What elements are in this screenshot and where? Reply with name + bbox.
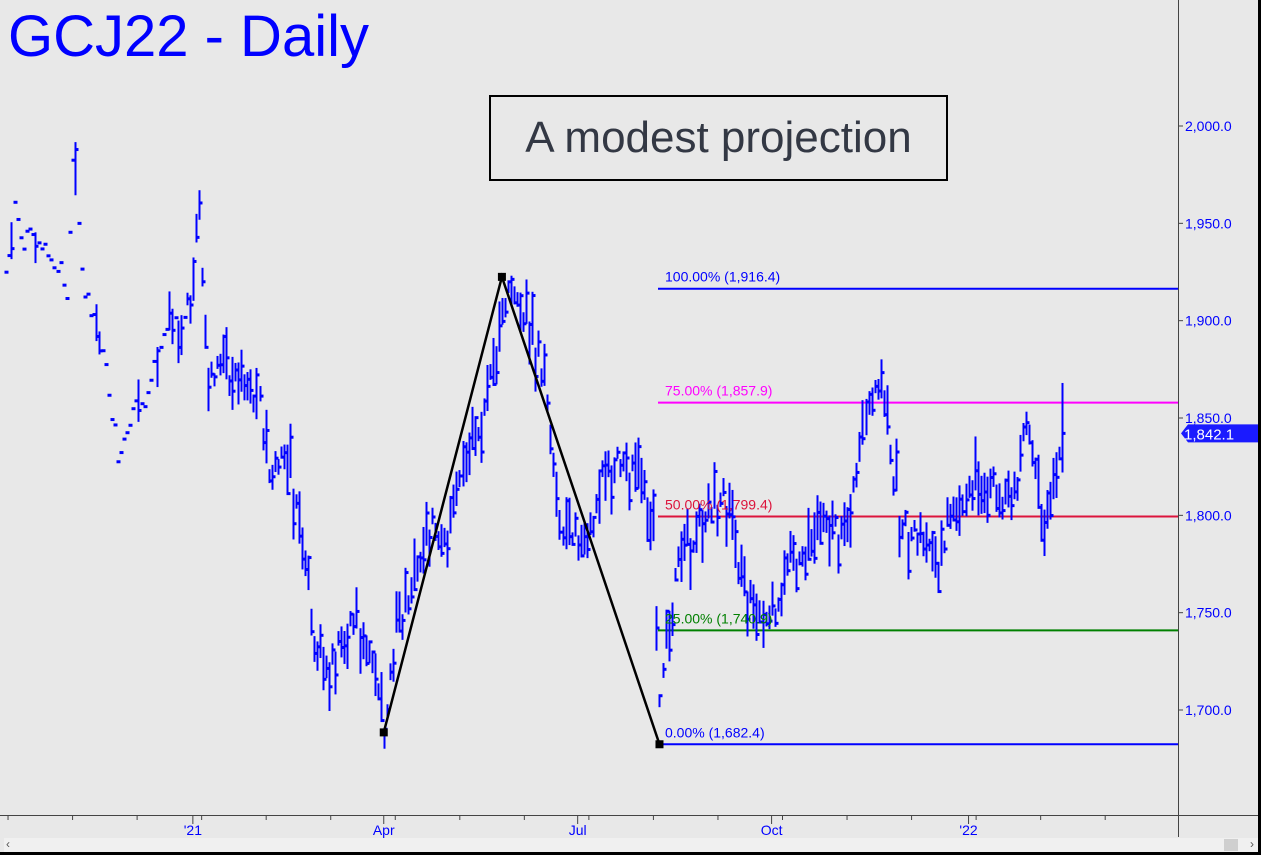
- chart-title: GCJ22 - Daily: [8, 4, 369, 69]
- x-tick-label: '21: [184, 822, 202, 838]
- scroll-left-icon[interactable]: ‹: [6, 837, 10, 851]
- y-tick-label: 1,900.0: [1185, 313, 1232, 329]
- fib-level-label: 25.00% (1,740.9): [665, 610, 772, 626]
- last-price-label: 1,842.1: [1184, 426, 1234, 443]
- x-tick-label: '22: [959, 822, 977, 838]
- scrollbar-thumb[interactable]: [1224, 839, 1238, 851]
- pattern-pivot-marker: [655, 740, 664, 749]
- y-tick-label: 1,750.0: [1185, 605, 1232, 621]
- last-price-tag: [1181, 424, 1258, 443]
- fib-level-label: 100.00% (1,916.4): [665, 269, 780, 285]
- y-tick-label: 1,950.0: [1185, 215, 1232, 231]
- x-tick-label: Jul: [569, 822, 587, 838]
- fib-level-label: 0.00% (1,682.4): [665, 724, 765, 740]
- fib-level-label: 50.00% (1,799.4): [665, 497, 772, 513]
- horizontal-scrollbar[interactable]: ‹ ›: [4, 837, 1258, 852]
- annotation-box: A modest projection: [489, 95, 948, 181]
- x-tick-label: Apr: [373, 822, 395, 838]
- y-tick-label: 1,800.0: [1185, 507, 1232, 523]
- pattern-pivot-marker: [497, 272, 506, 281]
- pattern-pivot-marker: [379, 728, 388, 737]
- y-tick-label: 2,000.0: [1185, 118, 1232, 134]
- price-chart[interactable]: 2,000.0 1,950.0 1,900.0 1,850.0 1,800.0 1,750…: [0, 0, 1258, 838]
- scroll-right-icon[interactable]: ›: [1250, 837, 1254, 851]
- x-tick-label: Oct: [761, 822, 783, 838]
- y-tick-label: 1,850.0: [1185, 410, 1232, 426]
- y-tick-label: 1,700.0: [1185, 702, 1232, 718]
- abc-pattern-line: [382, 272, 661, 745]
- fib-level-label: 75.00% (1,857.9): [665, 383, 772, 399]
